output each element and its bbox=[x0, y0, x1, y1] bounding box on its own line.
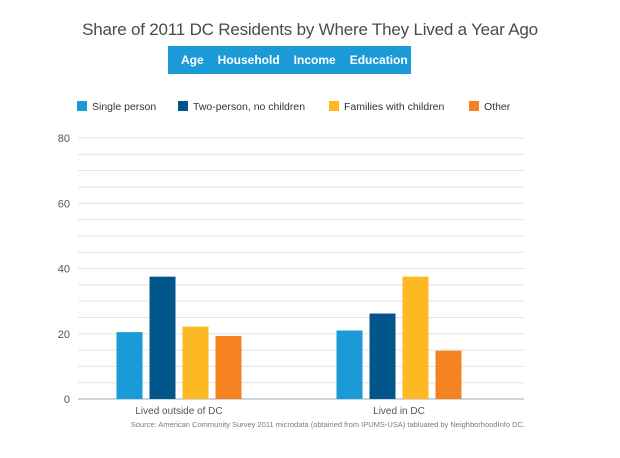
x-tick-label: Lived outside of DC bbox=[135, 406, 222, 417]
y-tick-label: 80 bbox=[58, 133, 70, 145]
legend-swatch bbox=[469, 101, 479, 111]
bar-other bbox=[215, 336, 242, 399]
y-tick-label: 0 bbox=[64, 394, 70, 406]
bar-single-person bbox=[336, 330, 363, 399]
bar-families-with-children bbox=[402, 276, 429, 399]
bar-single-person bbox=[116, 332, 143, 399]
tab-age[interactable]: Age bbox=[181, 53, 204, 67]
legend-label: Families with children bbox=[344, 101, 445, 113]
bar-other bbox=[435, 350, 462, 399]
y-tick-label: 40 bbox=[58, 264, 70, 276]
legend-swatch bbox=[329, 101, 339, 111]
filter-tab-bar: Age Household Income Education bbox=[168, 46, 411, 74]
y-tick-label: 20 bbox=[58, 329, 70, 341]
legend-swatch bbox=[77, 101, 87, 111]
x-tick-label: Lived in DC bbox=[373, 406, 425, 417]
tab-education[interactable]: Education bbox=[349, 53, 408, 67]
bar-families-with-children bbox=[182, 326, 209, 399]
source-note: Source: American Community Survey 2011 m… bbox=[130, 420, 525, 429]
legend-label: Single person bbox=[92, 101, 156, 113]
legend-label: Other bbox=[484, 101, 511, 113]
tab-household[interactable]: Household bbox=[217, 53, 280, 67]
bar-two-person-no-children bbox=[149, 276, 176, 399]
tab-income[interactable]: Income bbox=[293, 53, 336, 67]
chart-title: Share of 2011 DC Residents by Where They… bbox=[82, 20, 538, 39]
legend-label: Two-person, no children bbox=[193, 101, 305, 113]
bar-two-person-no-children bbox=[369, 313, 396, 399]
y-tick-label: 60 bbox=[58, 198, 70, 210]
legend-swatch bbox=[178, 101, 188, 111]
